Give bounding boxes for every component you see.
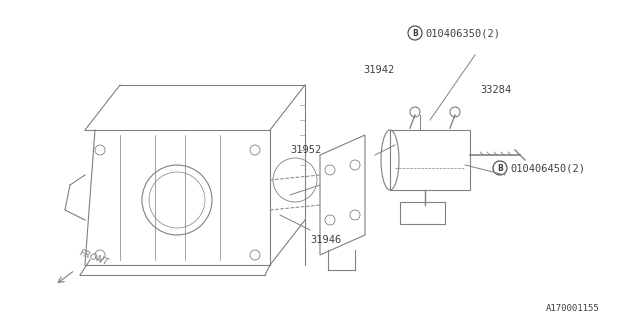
Text: B: B bbox=[497, 164, 503, 172]
Text: 010406450(2): 010406450(2) bbox=[510, 163, 585, 173]
Bar bbox=[390, 130, 470, 190]
Text: 010406350(2): 010406350(2) bbox=[425, 28, 500, 38]
Text: FRONT: FRONT bbox=[78, 248, 110, 267]
Text: 31942: 31942 bbox=[363, 65, 394, 75]
Text: 31952: 31952 bbox=[290, 145, 321, 155]
Bar bbox=[400, 202, 445, 224]
Text: 31946: 31946 bbox=[310, 235, 341, 245]
Text: 33284: 33284 bbox=[480, 85, 511, 95]
Text: A170001155: A170001155 bbox=[547, 304, 600, 313]
Text: B: B bbox=[412, 28, 418, 37]
